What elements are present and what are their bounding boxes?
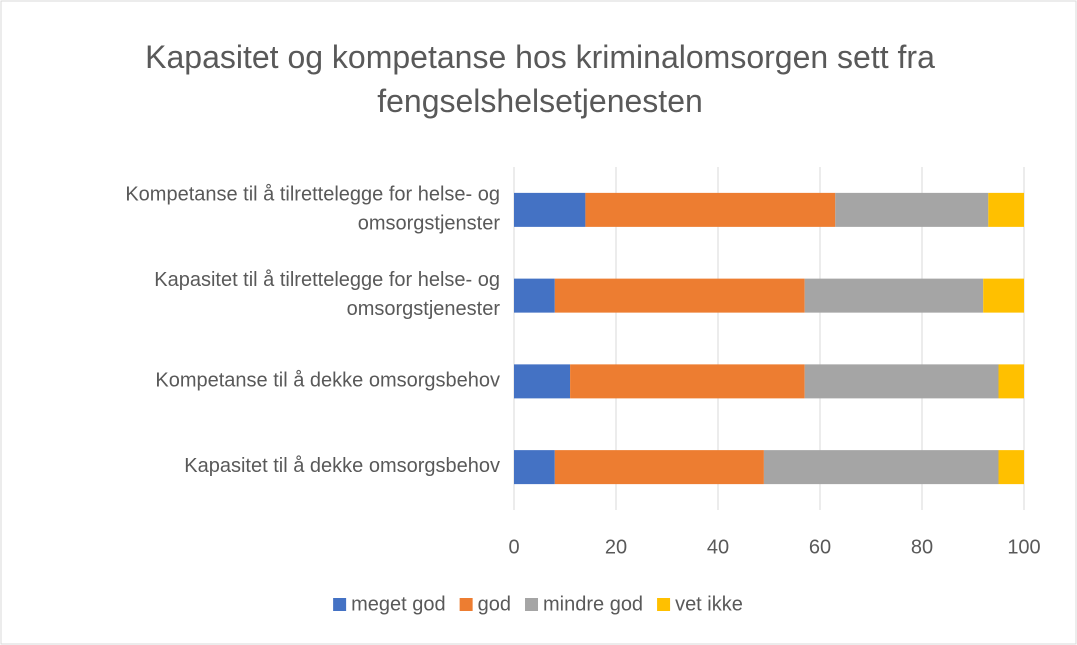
legend-swatch bbox=[657, 598, 671, 611]
bar-segment bbox=[983, 278, 1024, 313]
y-tick-label: Kapasitet til å dekke omsorgsbehov bbox=[184, 455, 500, 477]
x-tick-label: 60 bbox=[809, 536, 831, 558]
y-tick-label: Kapasitet til å tilrettelegge for helse-… bbox=[154, 269, 500, 320]
bar-segment bbox=[570, 364, 805, 399]
x-tick-label: 20 bbox=[605, 536, 627, 558]
bar-segment bbox=[998, 364, 1024, 399]
bar-segment bbox=[835, 192, 989, 227]
y-tick-label: Kompetanse til å tilrettelegge for helse… bbox=[125, 184, 500, 235]
bar-segment bbox=[514, 278, 555, 313]
legend-label: vet ikke bbox=[675, 593, 743, 615]
bar-segment bbox=[998, 450, 1024, 485]
bar-segment bbox=[554, 278, 805, 313]
chart-title: Kapasitet og kompetanse hos kriminalomso… bbox=[145, 39, 935, 119]
legend-label: meget god bbox=[351, 593, 446, 615]
legend-swatch bbox=[333, 598, 347, 611]
bar-segment bbox=[514, 364, 571, 399]
x-tick-label: 0 bbox=[508, 536, 519, 558]
legend-label: mindre god bbox=[543, 593, 643, 615]
legend-label: god bbox=[478, 593, 511, 615]
x-tick-label: 80 bbox=[911, 536, 933, 558]
bar-segment bbox=[585, 192, 836, 227]
y-tick-label: Kompetanse til å dekke omsorgsbehov bbox=[155, 370, 500, 392]
x-tick-label: 100 bbox=[1007, 536, 1040, 558]
bar-segment bbox=[514, 450, 555, 485]
x-tick-label: 40 bbox=[707, 536, 729, 558]
bar-segment bbox=[514, 192, 586, 227]
bar-segment bbox=[763, 450, 999, 485]
bar-segment bbox=[804, 364, 999, 399]
bar-segment bbox=[988, 192, 1024, 227]
bar-segment bbox=[804, 278, 984, 313]
legend-swatch bbox=[525, 598, 539, 611]
legend-swatch bbox=[459, 598, 473, 611]
bar-segment bbox=[554, 450, 764, 485]
